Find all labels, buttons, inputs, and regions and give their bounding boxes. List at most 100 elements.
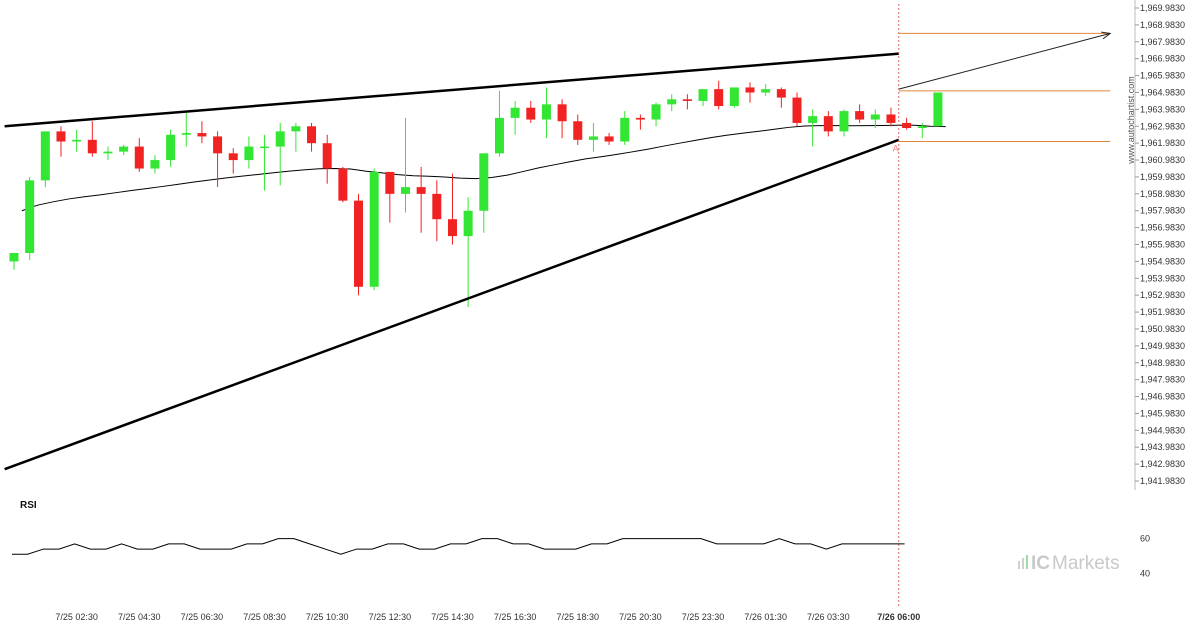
candle-up	[761, 89, 771, 93]
time-tick-label: 7/25 06:30	[181, 612, 224, 622]
candle-down	[604, 136, 614, 142]
candle-down	[432, 193, 442, 220]
price-tick-label: 1,952.9830	[1140, 290, 1185, 300]
candle-up	[103, 151, 113, 154]
candle-down	[573, 121, 583, 140]
time-tick-label: 7/25 10:30	[306, 612, 349, 622]
candle-up	[588, 136, 598, 140]
price-tick-label: 1,946.9830	[1140, 392, 1185, 402]
time-tick-label: 7/25 20:30	[619, 612, 662, 622]
time-tick-label: 7/26 03:30	[807, 612, 850, 622]
target-arrow-head	[1101, 31, 1112, 40]
time-tick-label: 7/26 06:00	[877, 612, 920, 622]
candle-up	[166, 134, 176, 161]
candle-down	[855, 111, 865, 120]
candle-up	[541, 104, 551, 120]
candle-up	[119, 146, 129, 152]
time-tick-label: 7/25 14:30	[431, 612, 474, 622]
candle-up	[729, 87, 739, 107]
candle-down	[447, 219, 457, 237]
brand-suffix: Markets	[1052, 553, 1120, 574]
price-tick-label: 1,955.9830	[1140, 240, 1185, 250]
candle-down	[87, 139, 97, 154]
candle-down	[557, 104, 567, 122]
candle-up	[369, 171, 379, 287]
rsi-tick-label: 60	[1140, 534, 1150, 544]
rsi-panel: RSI 60 40	[12, 500, 1150, 578]
price-tick-label: 1,966.9830	[1140, 54, 1185, 64]
candle-down	[776, 89, 786, 98]
time-tick-label: 7/25 02:30	[55, 612, 98, 622]
candle-up	[667, 99, 677, 105]
candle-up	[510, 107, 520, 118]
source-watermark: www.autochartist.com	[1126, 76, 1136, 165]
candle-up	[620, 117, 630, 142]
candle-up	[808, 116, 818, 123]
candle-down	[322, 143, 332, 169]
candle-down	[307, 126, 317, 144]
candle-down	[745, 87, 755, 93]
candle-up	[933, 92, 943, 127]
brand-bar-1	[1018, 561, 1020, 569]
candle-down	[385, 171, 395, 194]
price-tick-label: 1,969.9830	[1140, 3, 1185, 13]
candle-down	[416, 187, 426, 194]
price-tick-label: 1,948.9830	[1140, 358, 1185, 368]
price-tick-label: 1,947.9830	[1140, 375, 1185, 385]
price-tick-label: 1,943.9830	[1140, 442, 1185, 452]
candle-down	[823, 116, 833, 132]
candle-up	[494, 117, 504, 154]
price-tick-label: 1,960.9830	[1140, 155, 1185, 165]
candle-up	[9, 252, 19, 262]
candle-up	[917, 126, 927, 128]
candle-down	[682, 99, 692, 101]
price-tick-label: 1,962.9830	[1140, 121, 1185, 131]
candle-down	[338, 168, 348, 201]
price-tick-label: 1,961.9830	[1140, 138, 1185, 148]
time-tick-label: 7/25 04:30	[118, 612, 161, 622]
candle-down	[792, 97, 802, 123]
price-tick-label: 1,954.9830	[1140, 256, 1185, 266]
candle-up	[40, 131, 50, 181]
rsi-tick-label: 40	[1140, 568, 1150, 578]
time-tick-label: 7/25 12:30	[369, 612, 412, 622]
price-tick-label: 1,959.9830	[1140, 172, 1185, 182]
resistance-trendline	[4, 52, 899, 128]
pattern-lines: A	[4, 4, 1112, 608]
candle-down	[902, 122, 912, 128]
candles	[9, 80, 943, 308]
pattern-point-label: A	[893, 143, 899, 153]
candle-up	[25, 180, 35, 253]
candle-down	[354, 200, 364, 287]
brand-prefix: IC	[1031, 553, 1050, 574]
candle-up	[401, 187, 410, 194]
candle-up	[260, 146, 270, 149]
candle-down	[228, 153, 238, 161]
price-tick-label: 1,953.9830	[1140, 273, 1185, 283]
candle-up	[275, 131, 285, 147]
price-tick-label: 1,957.9830	[1140, 206, 1185, 216]
time-tick-label: 7/25 23:30	[682, 612, 725, 622]
brand-bar-2	[1022, 558, 1024, 569]
price-tick-label: 1,956.9830	[1140, 223, 1185, 233]
candle-up	[479, 153, 489, 211]
time-tick-label: 7/25 08:30	[243, 612, 286, 622]
price-tick-label: 1,967.9830	[1140, 37, 1185, 47]
time-tick-label: 7/25 16:30	[494, 612, 537, 622]
candle-down	[213, 136, 223, 154]
candle-up	[291, 126, 301, 132]
price-tick-label: 1,945.9830	[1140, 408, 1185, 418]
brand-bar-3	[1026, 555, 1028, 569]
price-tick-label: 1,958.9830	[1140, 189, 1185, 199]
price-tick-label: 1,964.9830	[1140, 87, 1185, 97]
candle-up	[72, 139, 82, 142]
price-tick-label: 1,944.9830	[1140, 425, 1185, 435]
time-tick-label: 7/26 01:30	[744, 612, 787, 622]
price-tick-label: 1,950.9830	[1140, 324, 1185, 334]
candle-down	[56, 131, 66, 142]
candle-down	[714, 89, 724, 107]
candle-up	[839, 111, 849, 132]
